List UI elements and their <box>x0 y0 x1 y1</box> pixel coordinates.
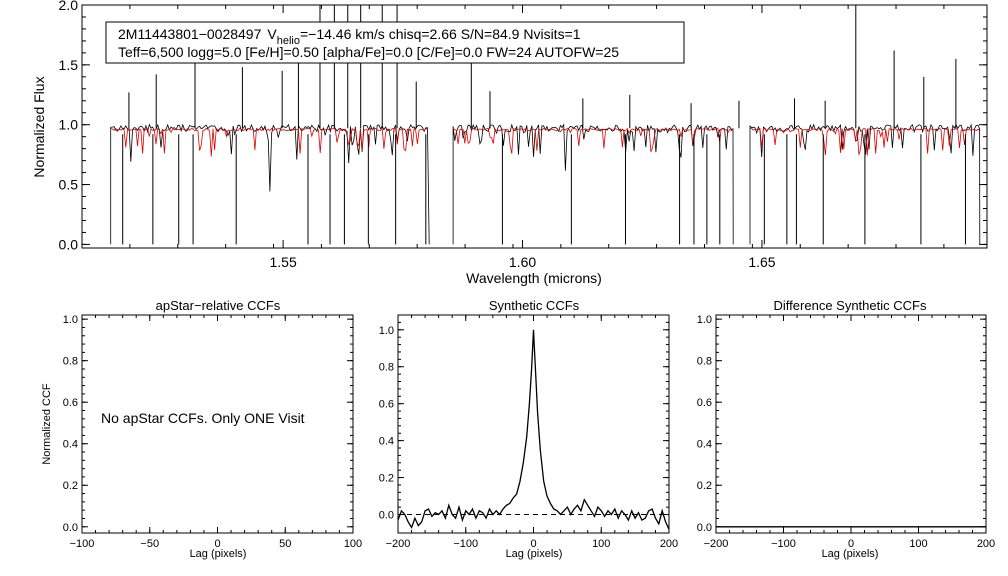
apstar-ccf-annotation: No apStar CCFs. Only ONE Visit <box>101 410 305 426</box>
apstar-ccf-x-tick-label: 0 <box>214 538 220 550</box>
vhelio-rest: =−14.46 km/s chisq=2.66 S/N=84.9 Nvisits… <box>300 26 581 42</box>
apstar-ccf-x-tick-label: 50 <box>279 538 291 550</box>
synthetic-ccf-y-tick-label: 1.0 <box>379 325 394 337</box>
spectrum-y-tick-label: 1.5 <box>59 57 79 73</box>
synthetic-ccf-y-tick-label: 0.2 <box>379 473 394 485</box>
model-spectrum-chip-2 <box>452 127 734 154</box>
apstar-ccf-y-tick-label: 0.4 <box>63 439 78 451</box>
spectrum-x-tick-label: 1.65 <box>748 254 775 270</box>
spectrum-y-tick-label: 0.5 <box>59 177 79 193</box>
difference-ccf-y-tick-label: 0.0 <box>697 522 712 534</box>
apstar-ccf-panel: apStar−relative CCFs −100 −50 0 50 100 0.0 0.2… <box>41 298 362 560</box>
synthetic-ccf-panel: Synthetic CCFs −200 −100 0 100 200 0.0 0.2 0.4 0… <box>379 298 678 560</box>
difference-ccf-x-tick-label: 100 <box>909 538 927 550</box>
synthetic-ccf-y-tick-label: 0.0 <box>379 510 394 522</box>
apstar-ccf-xlabel: Lag (pixels) <box>190 548 247 560</box>
difference-ccf-x-tick-label: −200 <box>704 538 729 550</box>
spectrum-frame <box>81 4 988 249</box>
spectrum-xlabel: Wavelength (microns) <box>466 270 602 286</box>
synthetic-ccf-ticks: −200 −100 0 100 200 0.0 0.2 0.4 0.6 0.8 1.0 <box>379 314 678 550</box>
difference-ccf-x-tick-label: 200 <box>977 538 995 550</box>
difference-ccf-y-tick-label: 0.2 <box>697 480 712 492</box>
synthetic-ccf-x-tick-label: 100 <box>592 538 610 550</box>
spectrum-x-tick-label: 1.60 <box>509 254 536 270</box>
synthetic-ccf-title: Synthetic CCFs <box>489 298 580 313</box>
vhelio-label: V <box>267 26 277 42</box>
apstar-ccf-x-tick-label: 100 <box>344 538 362 550</box>
synthetic-ccf-x-tick-label: 0 <box>530 538 536 550</box>
difference-ccf-x-tick-label: −100 <box>771 538 796 550</box>
spectrum-y-tick-label: 1.0 <box>59 117 79 133</box>
spectrum-panel: 1.55 1.60 1.65 0.0 0.5 1.0 1.5 2.0 2M11443801−0… <box>31 0 988 286</box>
apstar-ccf-y-tick-label: 0.0 <box>63 522 78 534</box>
synthetic-ccf-xlabel: Lag (pixels) <box>506 548 563 560</box>
synthetic-ccf-y-tick-label: 0.8 <box>379 362 394 374</box>
synthetic-ccf-curve <box>397 329 670 530</box>
apstar-ccf-y-tick-label: 1.0 <box>63 314 78 326</box>
star-id: 2M11443801−0028497 <box>118 26 262 42</box>
synthetic-ccf-x-tick-label: −200 <box>386 538 411 550</box>
difference-ccf-y-tick-label: 1.0 <box>697 314 712 326</box>
spectrum-x-tick-label: 1.55 <box>269 254 296 270</box>
synthetic-ccf-frame <box>397 314 670 534</box>
info-box: 2M11443801−0028497 Vhelio=−14.46 km/s chi… <box>105 21 685 64</box>
apstar-ccf-ticks: −100 −50 0 50 100 0.0 0.2 0.4 0.6 0.8 1.0 <box>63 314 362 550</box>
apstar-ccf-y-tick-label: 0.8 <box>63 356 78 368</box>
synthetic-ccf-plot-area <box>397 329 670 530</box>
apstar-ccf-x-tick-label: −100 <box>70 538 95 550</box>
apstar-ccf-x-tick-label: −50 <box>140 538 159 550</box>
difference-ccf-ticks: −200 −100 0 100 200 0.0 0.2 0.4 0.6 0.8 1.0 <box>697 314 995 550</box>
model-spectrum-chip-1 <box>110 127 428 157</box>
model-spectrum-chip-3 <box>750 127 980 156</box>
apstar-ccf-title: apStar−relative CCFs <box>156 298 281 313</box>
difference-ccf-y-tick-label: 0.4 <box>697 439 712 451</box>
info-line-2: Teff=6,500 logg=5.0 [Fe/H]=0.50 [alpha/F… <box>118 44 619 60</box>
spectrum-ylabel: Normalized Flux <box>31 76 47 177</box>
spectrum-y-tick-label: 0.0 <box>59 236 79 252</box>
apstar-ccf-y-tick-label: 0.6 <box>63 397 78 409</box>
info-line-1: 2M11443801−0028497 Vhelio=−14.46 km/s chi… <box>118 26 581 47</box>
spectrum-y-tick-label: 2.0 <box>59 0 79 13</box>
vhelio-subscript: helio <box>277 35 300 47</box>
spectrum-ticks: 1.55 1.60 1.65 0.0 0.5 1.0 1.5 2.0 <box>59 0 987 270</box>
difference-ccf-xlabel: Lag (pixels) <box>822 548 879 560</box>
synthetic-ccf-y-tick-label: 0.4 <box>379 436 394 448</box>
observed-spectrum-chip-2 <box>452 123 734 245</box>
difference-ccf-title: Difference Synthetic CCFs <box>774 298 927 313</box>
difference-ccf-frame <box>715 314 987 534</box>
synthetic-ccf-x-tick-label: −100 <box>453 538 478 550</box>
difference-ccf-x-tick-label: 0 <box>848 538 854 550</box>
difference-ccf-panel: Difference Synthetic CCFs −200 −100 0 100 20… <box>697 298 995 560</box>
synthetic-ccf-x-tick-label: 200 <box>660 538 678 550</box>
difference-ccf-y-tick-label: 0.8 <box>697 356 712 368</box>
observed-spectrum-chip-1 <box>110 123 430 245</box>
apstar-ccf-ylabel: Normalized CCF <box>41 383 53 465</box>
apstar-ccf-y-tick-label: 0.2 <box>63 480 78 492</box>
difference-ccf-y-tick-label: 0.6 <box>697 397 712 409</box>
synthetic-ccf-y-tick-label: 0.6 <box>379 399 394 411</box>
